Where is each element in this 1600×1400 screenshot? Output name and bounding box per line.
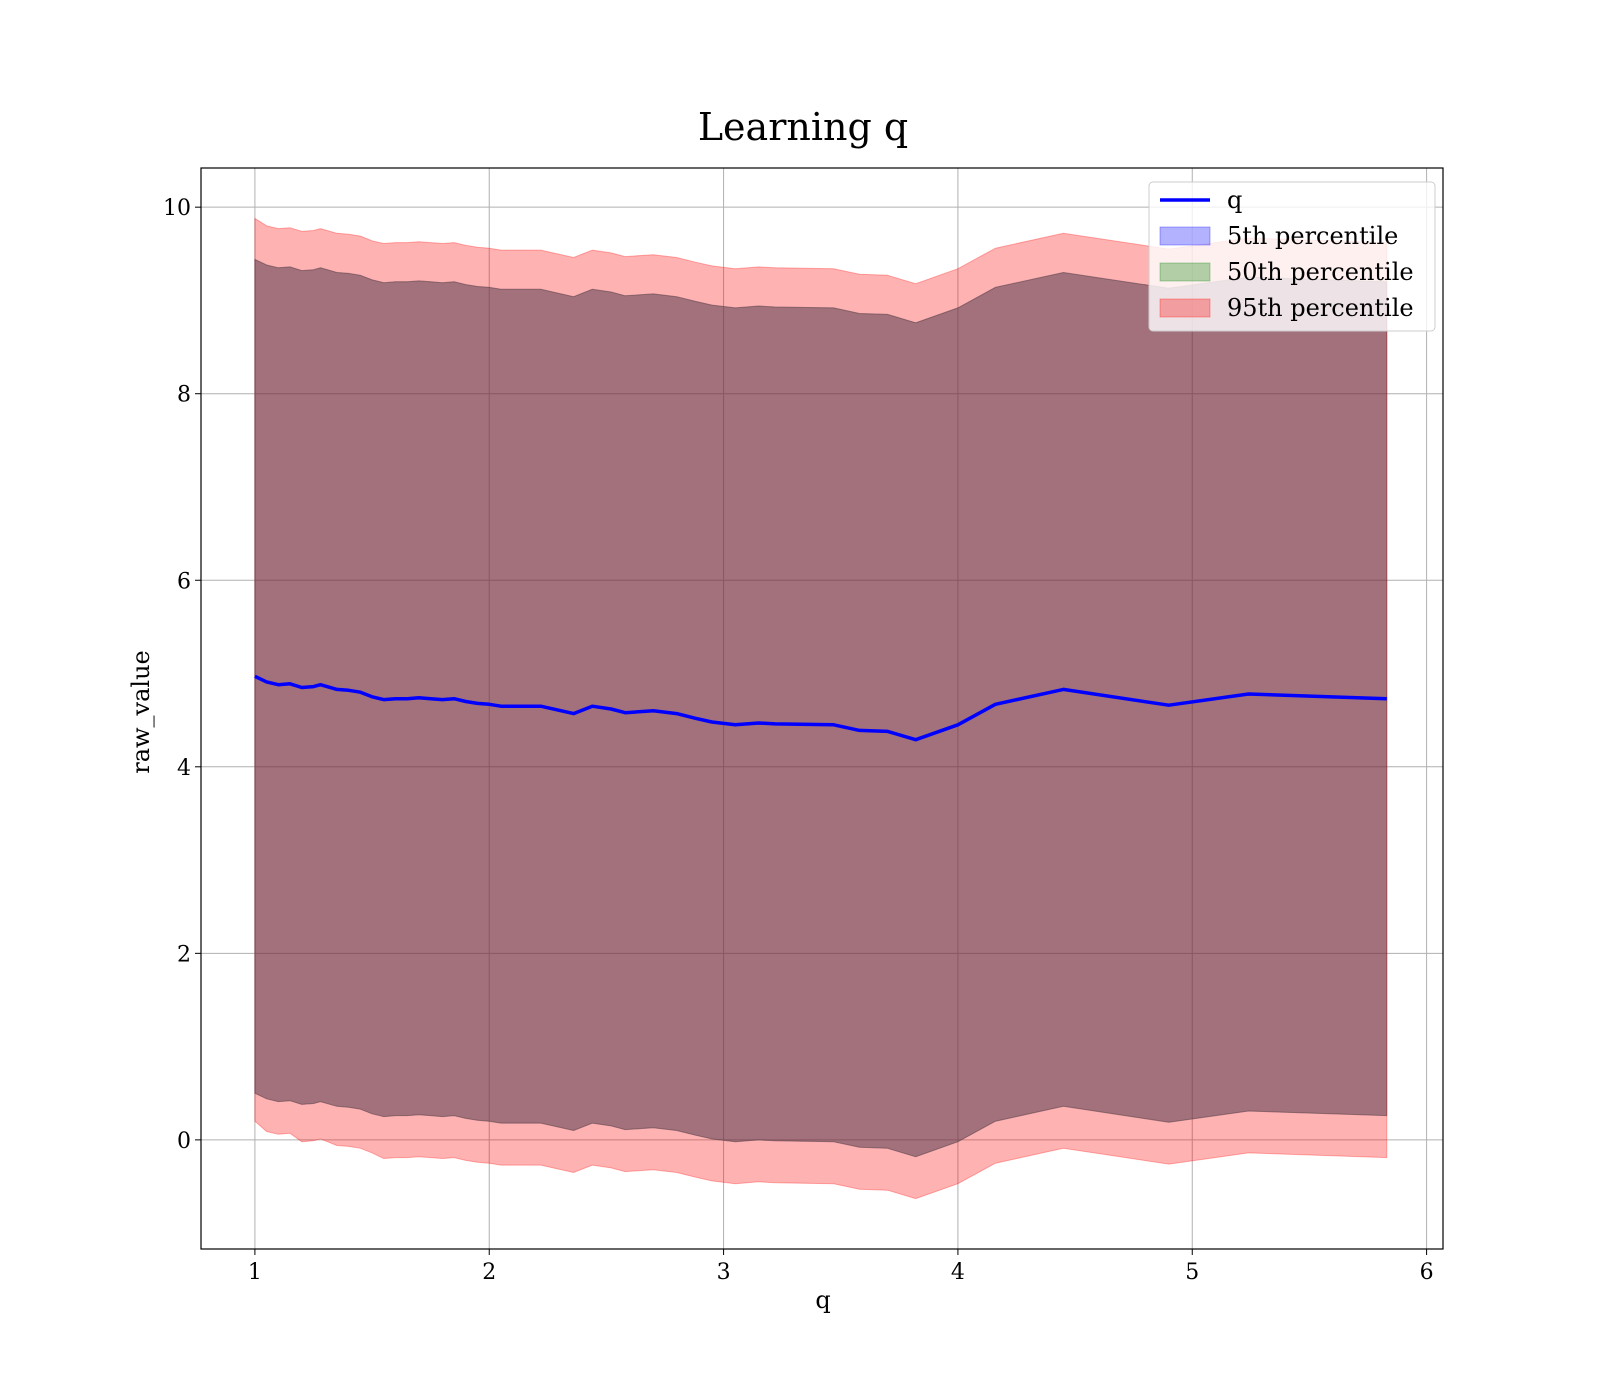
y-tick-label: 10 bbox=[163, 196, 191, 221]
plot-area-frame bbox=[200, 167, 1444, 1250]
legend-box bbox=[1148, 181, 1436, 332]
band-95th-percentile bbox=[254, 217, 1388, 1200]
chart-title: Learning q bbox=[698, 105, 908, 149]
x-tick-label: 4 bbox=[951, 1260, 965, 1285]
legend: q 5th percentile 50th percentile 95th pe… bbox=[1148, 181, 1436, 332]
q-line-layer bbox=[254, 674, 1387, 742]
q-line bbox=[254, 674, 1387, 742]
y-tick-label: 8 bbox=[177, 383, 191, 408]
x-tick-label: 5 bbox=[1185, 1260, 1199, 1285]
percentile-bands bbox=[254, 217, 1388, 1200]
y-tick-label: 2 bbox=[177, 942, 191, 967]
legend-q-label: q bbox=[1227, 186, 1242, 214]
legend-5th-label: 5th percentile bbox=[1227, 222, 1398, 250]
axis-ticks: 1 2 3 4 5 6 0 2 4 6 8 10 bbox=[163, 196, 1434, 1285]
y-tick-label: 4 bbox=[177, 756, 191, 781]
legend-95th-label: 95th percentile bbox=[1227, 294, 1414, 322]
legend-5th-swatch bbox=[1159, 226, 1211, 246]
x-tick-label: 3 bbox=[717, 1260, 731, 1285]
y-axis-label: raw_value bbox=[127, 650, 155, 774]
y-tick-label: 0 bbox=[177, 1129, 191, 1154]
x-axis-label: q bbox=[815, 1286, 830, 1314]
legend-50th-label: 50th percentile bbox=[1227, 258, 1414, 286]
band-5th-percentile bbox=[254, 258, 1388, 1158]
x-tick-label: 2 bbox=[482, 1260, 496, 1285]
band-50th-percentile bbox=[254, 258, 1388, 1158]
y-tick-label: 6 bbox=[177, 569, 191, 594]
legend-95th-swatch bbox=[1159, 298, 1211, 318]
legend-50th-swatch bbox=[1159, 262, 1211, 282]
x-tick-label: 1 bbox=[248, 1260, 262, 1285]
grid bbox=[201, 168, 1443, 1249]
x-tick-label: 6 bbox=[1420, 1260, 1434, 1285]
